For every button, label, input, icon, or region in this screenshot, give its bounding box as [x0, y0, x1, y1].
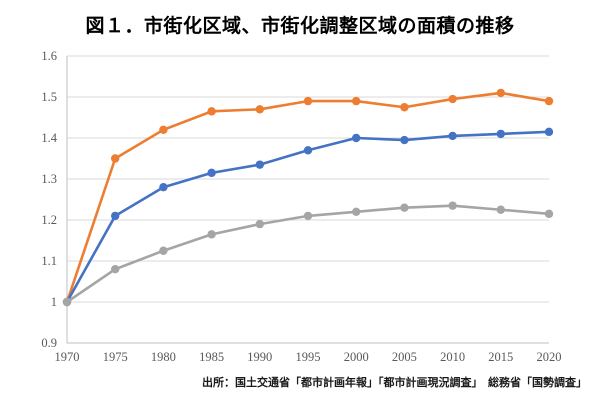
- data-point-orange-series: [400, 103, 409, 112]
- data-point-gray-series: [207, 230, 216, 239]
- x-tick-label: 2005: [392, 350, 417, 364]
- data-point-orange-series: [448, 94, 457, 104]
- x-tick-label: 2000: [344, 350, 369, 364]
- data-point-orange-series: [496, 88, 505, 98]
- data-point-gray-series: [496, 205, 505, 214]
- data-point-blue-series: [496, 129, 505, 139]
- y-tick-label: 1.5: [41, 90, 57, 104]
- y-tick-label: 1.4: [41, 131, 57, 145]
- data-point-blue-series: [159, 183, 168, 192]
- data-point-blue-series: [544, 127, 554, 137]
- data-point-gray-series: [255, 219, 264, 229]
- data-point-blue-series: [448, 131, 457, 141]
- y-tick-label: 1.3: [41, 172, 57, 186]
- data-point-gray-series: [111, 265, 120, 274]
- data-point-gray-series: [400, 203, 409, 212]
- data-point-gray-series: [62, 297, 72, 307]
- x-tick-label: 1985: [199, 350, 224, 364]
- data-point-blue-series: [207, 168, 216, 178]
- x-tick-label: 2020: [537, 350, 562, 364]
- y-tick-label: 1: [51, 295, 57, 309]
- data-point-gray-series: [159, 246, 168, 255]
- line-orange-series: [65, 91, 551, 304]
- y-tick-label: 1.1: [41, 254, 57, 268]
- data-point-blue-series: [352, 133, 361, 143]
- x-tick-label: 2010: [440, 350, 465, 364]
- data-point-blue-series: [400, 135, 409, 145]
- x-tick-label: 1990: [247, 350, 272, 364]
- data-point-orange-series: [159, 125, 168, 134]
- data-point-orange-series: [303, 96, 313, 106]
- data-point-orange-series: [544, 96, 554, 106]
- data-point-gray-series: [352, 207, 361, 216]
- x-tick-label: 1995: [296, 350, 321, 364]
- x-tick-label: 1980: [151, 350, 176, 364]
- data-point-orange-series: [111, 154, 120, 163]
- data-point-gray-series: [448, 201, 457, 210]
- data-point-gray-series: [303, 211, 313, 221]
- data-point-orange-series: [207, 107, 216, 116]
- x-tick-label: 1970: [55, 350, 80, 364]
- data-point-blue-series: [303, 146, 313, 155]
- y-tick-label: 0.9: [41, 336, 57, 350]
- source-note: 出所：国土交通省「都市計画年報」「都市計画現況調査」 総務省「国勢調査」: [202, 377, 587, 389]
- y-tick-label: 1.2: [41, 213, 57, 227]
- x-tick-label: 2015: [488, 350, 513, 364]
- data-point-orange-series: [255, 105, 264, 114]
- data-point-gray-series: [544, 209, 554, 219]
- data-point-orange-series: [352, 96, 361, 106]
- data-point-blue-series: [111, 211, 120, 221]
- chart-title: 図１．市街化区域、市街化調整区域の面積の推移: [85, 16, 515, 37]
- x-tick-label: 1975: [103, 350, 128, 364]
- data-point-blue-series: [255, 160, 264, 169]
- y-tick-label: 1.6: [41, 49, 57, 63]
